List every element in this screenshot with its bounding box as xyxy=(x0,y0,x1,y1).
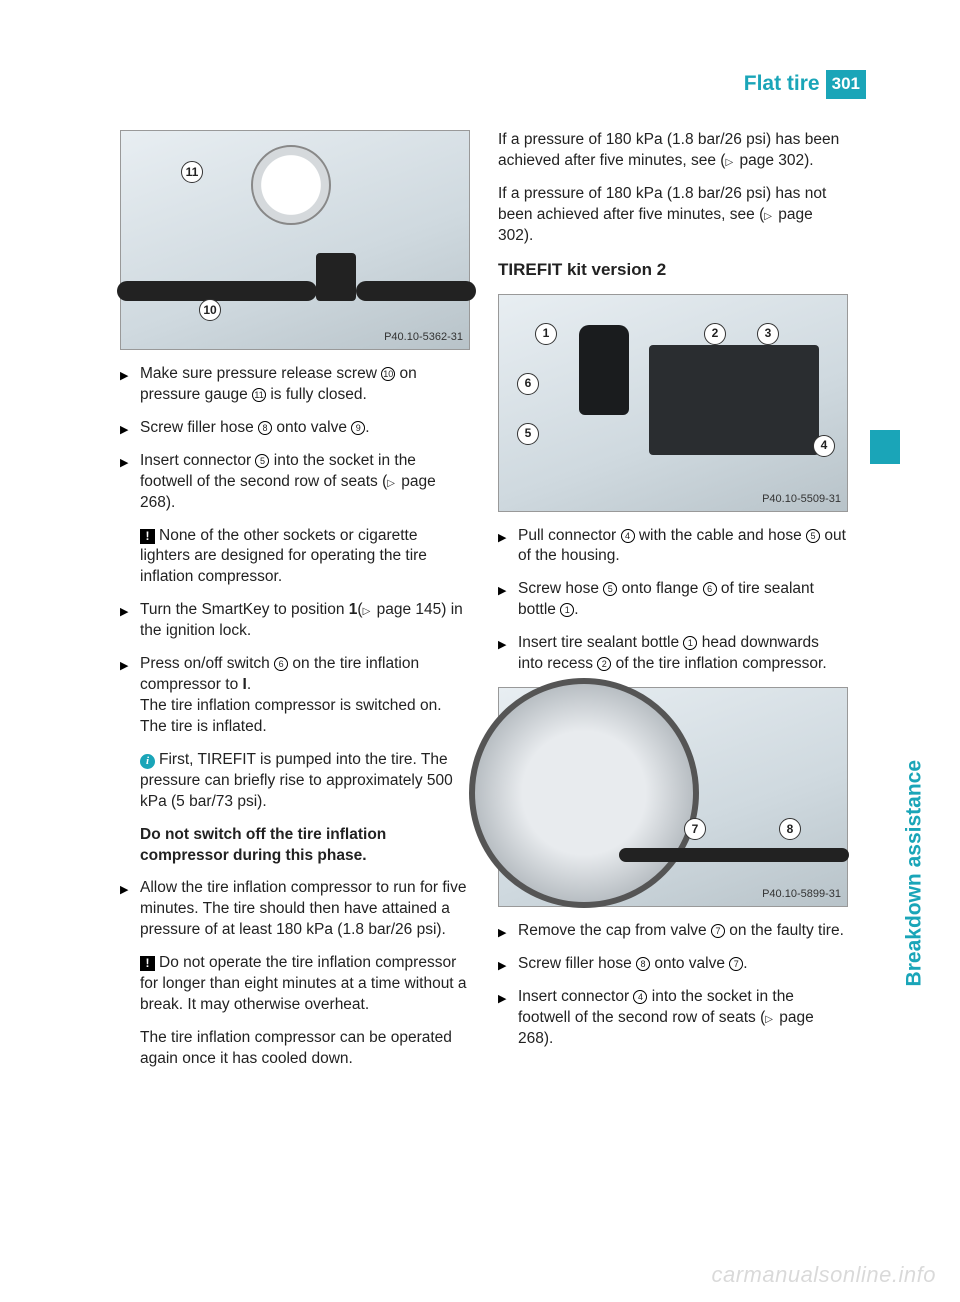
bullet-icon xyxy=(120,453,128,471)
watermark: carmanualsonline.info xyxy=(711,1260,936,1290)
ref-4: 4 xyxy=(621,529,635,543)
ref-7: 7 xyxy=(711,924,725,938)
ref-5: 5 xyxy=(806,529,820,543)
text: onto valve xyxy=(272,419,351,436)
side-section-label: Breakdown assistance xyxy=(900,760,928,986)
ref-10: 10 xyxy=(381,367,395,381)
ref-6: 6 xyxy=(703,582,717,596)
text: Insert tire sealant bottle xyxy=(518,634,683,651)
callout-3: 3 xyxy=(757,323,779,345)
callout-7: 7 xyxy=(684,818,706,840)
side-tab xyxy=(870,430,900,464)
text: Insert connector xyxy=(140,452,255,469)
text: Pull connector xyxy=(518,527,621,544)
section-heading: TIREFIT kit version 2 xyxy=(498,259,848,282)
bullet-icon xyxy=(120,602,128,620)
left-column: 11 10 P40.10-5362-31 Make sure pressure … xyxy=(120,130,470,1082)
callout-2: 2 xyxy=(704,323,726,345)
warning-icon: ! xyxy=(140,956,155,971)
text: Turn the SmartKey to position xyxy=(140,601,349,618)
page-ref-icon xyxy=(363,601,373,618)
ref-5: 5 xyxy=(255,454,269,468)
text: . xyxy=(743,955,747,972)
figure-code: P40.10-5509-31 xyxy=(762,492,841,507)
bullet-icon xyxy=(120,656,128,674)
ref-1: 1 xyxy=(683,636,697,650)
figure-code: P40.10-5899-31 xyxy=(762,887,841,902)
text: ( xyxy=(357,601,362,618)
text: The tire inflation compressor is switche… xyxy=(140,697,442,735)
bullet-icon xyxy=(498,528,506,546)
figure-gauge: 11 10 P40.10-5362-31 xyxy=(120,130,470,350)
text: Screw filler hose xyxy=(518,955,636,972)
text: is fully closed. xyxy=(266,386,367,403)
ref-6: 6 xyxy=(274,657,288,671)
callout-1: 1 xyxy=(535,323,557,345)
ref-2: 2 xyxy=(597,657,611,671)
text: page 302). xyxy=(735,152,813,169)
ref-8: 8 xyxy=(636,957,650,971)
figure-kit: 1 2 3 4 5 6 P40.10-5509-31 xyxy=(498,294,848,512)
ref-7: 7 xyxy=(729,957,743,971)
text: The tire inflation compressor can be ope… xyxy=(140,1029,452,1067)
page-ref-icon xyxy=(765,1009,775,1026)
ref-4: 4 xyxy=(633,990,647,1004)
bullet-icon xyxy=(498,923,506,941)
bullet-icon xyxy=(120,420,128,438)
ref-9: 9 xyxy=(351,421,365,435)
text: Do not operate the tire inflation compre… xyxy=(140,954,467,1013)
warning-icon: ! xyxy=(140,529,155,544)
figure-wheel: 7 8 P40.10-5899-31 xyxy=(498,687,848,907)
page-ref-icon xyxy=(764,206,774,223)
callout-4: 4 xyxy=(813,435,835,457)
info-icon: i xyxy=(140,754,155,769)
text: . xyxy=(365,419,369,436)
bullet-icon xyxy=(120,880,128,898)
text: . xyxy=(247,676,251,693)
text: First, TIREFIT is pumped into the tire. … xyxy=(140,751,453,810)
text: onto valve xyxy=(650,955,729,972)
text: of the tire inflation compressor. xyxy=(611,655,826,672)
text: None of the other sockets or cigarette l… xyxy=(140,527,427,586)
page-ref-icon xyxy=(387,473,397,490)
text: on the faulty tire. xyxy=(725,922,844,939)
bullet-icon xyxy=(498,635,506,653)
text: Insert connector xyxy=(518,988,633,1005)
text: Screw filler hose xyxy=(140,419,258,436)
text: Press on/off switch xyxy=(140,655,274,672)
bullet-icon xyxy=(498,989,506,1007)
text: Remove the cap from valve xyxy=(518,922,711,939)
bullet-icon xyxy=(498,956,506,974)
callout-6: 6 xyxy=(517,373,539,395)
callout-5: 5 xyxy=(517,423,539,445)
ref-1: 1 xyxy=(560,603,574,617)
bullet-icon xyxy=(120,366,128,384)
callout-11: 11 xyxy=(181,161,203,183)
callout-8: 8 xyxy=(779,818,801,840)
text: Make sure pressure release screw xyxy=(140,365,381,382)
ref-11: 11 xyxy=(252,388,266,402)
page-ref-icon xyxy=(725,152,735,169)
text: onto flange xyxy=(617,580,702,597)
text: . xyxy=(574,601,578,618)
ref-8: 8 xyxy=(258,421,272,435)
callout-10: 10 xyxy=(199,299,221,321)
ref-5: 5 xyxy=(603,582,617,596)
text: with the cable and hose xyxy=(635,527,806,544)
bullet-icon xyxy=(498,581,506,599)
figure-code: P40.10-5362-31 xyxy=(384,330,463,345)
text: Screw hose xyxy=(518,580,603,597)
header-title: Flat tire xyxy=(744,70,820,98)
right-column: If a pressure of 180 kPa (1.8 bar/26 psi… xyxy=(498,130,848,1082)
page-number: 301 xyxy=(826,70,866,99)
text: Do not switch off the tire inflation com… xyxy=(140,826,386,864)
text: Allow the tire inflation compressor to r… xyxy=(140,879,467,938)
